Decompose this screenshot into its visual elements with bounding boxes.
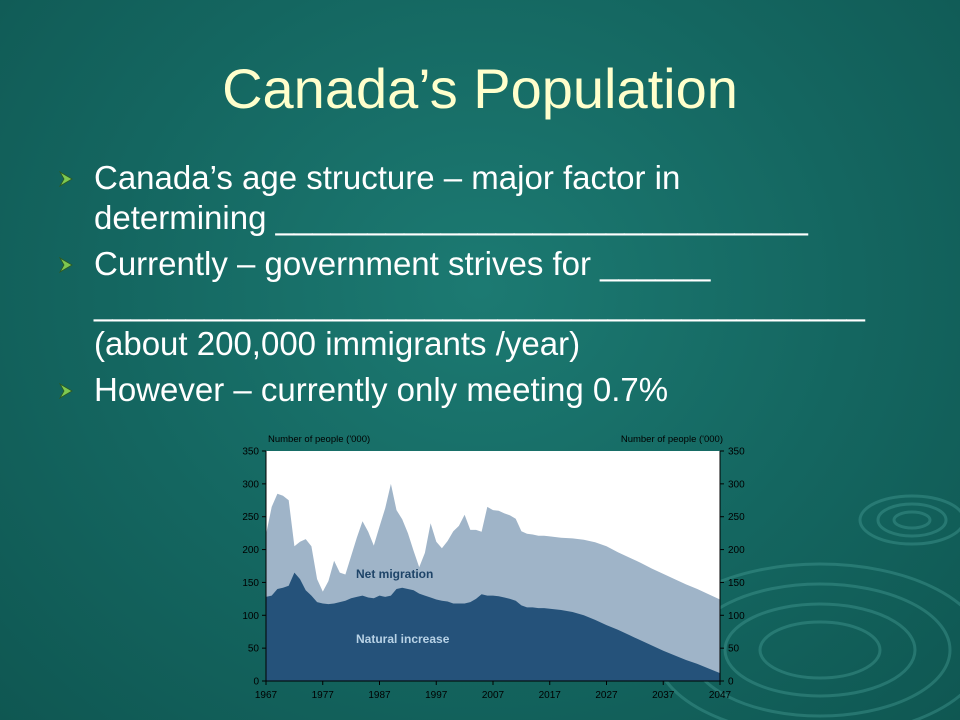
right-axis-title: Number of people ('000) [621,434,723,445]
bullet-line: (about 200,000 immigrants /year) [94,325,581,362]
x-tick-label: 2047 [709,690,732,701]
y-tick-label-right: 150 [728,578,745,589]
x-tick-label: 2037 [652,690,675,701]
y-tick-label-left: 150 [242,578,259,589]
y-tick-label-right: 100 [728,611,745,622]
bullet-item: Currently – government strives for _____… [58,244,918,364]
population-area-chart: Net migration Natural increase Number of… [242,434,745,701]
y-tick-label-left: 300 [242,479,259,490]
y-tick-label-right: 0 [728,677,734,688]
bullet-line: determining ____________________________… [94,199,808,236]
y-tick-label-right: 350 [728,447,745,458]
x-tick-label: 1987 [368,690,391,701]
y-tick-label-left: 250 [242,512,259,523]
x-tick-label: 1997 [425,690,448,701]
y-tick-label-left: 200 [242,545,259,556]
y-tick-label-right: 300 [728,479,745,490]
x-tick-label: 1967 [255,690,278,701]
left-axis-title: Number of people ('000) [268,434,370,445]
slide-title: Canada’s Population [222,57,738,120]
y-tick-label-left: 100 [242,611,259,622]
arrow-bullet-icon [58,171,73,187]
y-tick-label-left: 0 [253,677,259,688]
x-tick-label: 2017 [539,690,562,701]
bullet-line: However – currently only meeting 0.7% [94,371,669,408]
bullet-item: Canada’s age structure – major factor in… [58,158,918,238]
bullet-list: Canada’s age structure – major factor in… [58,158,918,416]
y-tick-label-right: 250 [728,512,745,523]
y-tick-label-right: 50 [728,644,740,655]
bullet-line: ________________________________________… [94,285,865,322]
y-tick-label-left: 350 [242,447,259,458]
bullet-item: However – currently only meeting 0.7% [58,370,918,410]
bullet-line: Canada’s age structure – major factor in [94,159,681,196]
x-tick-label: 1977 [312,690,335,701]
bullet-line: Currently – government strives for _____… [94,245,711,282]
y-tick-label-left: 50 [248,644,260,655]
natural-increase-label: Natural increase [356,632,450,646]
arrow-bullet-icon [58,383,73,399]
arrow-bullet-icon [58,257,73,273]
x-tick-label: 2027 [595,690,618,701]
natural-increase-area [266,572,720,681]
net-migration-label: Net migration [356,567,433,581]
x-tick-label: 2007 [482,690,505,701]
y-tick-label-right: 200 [728,545,745,556]
